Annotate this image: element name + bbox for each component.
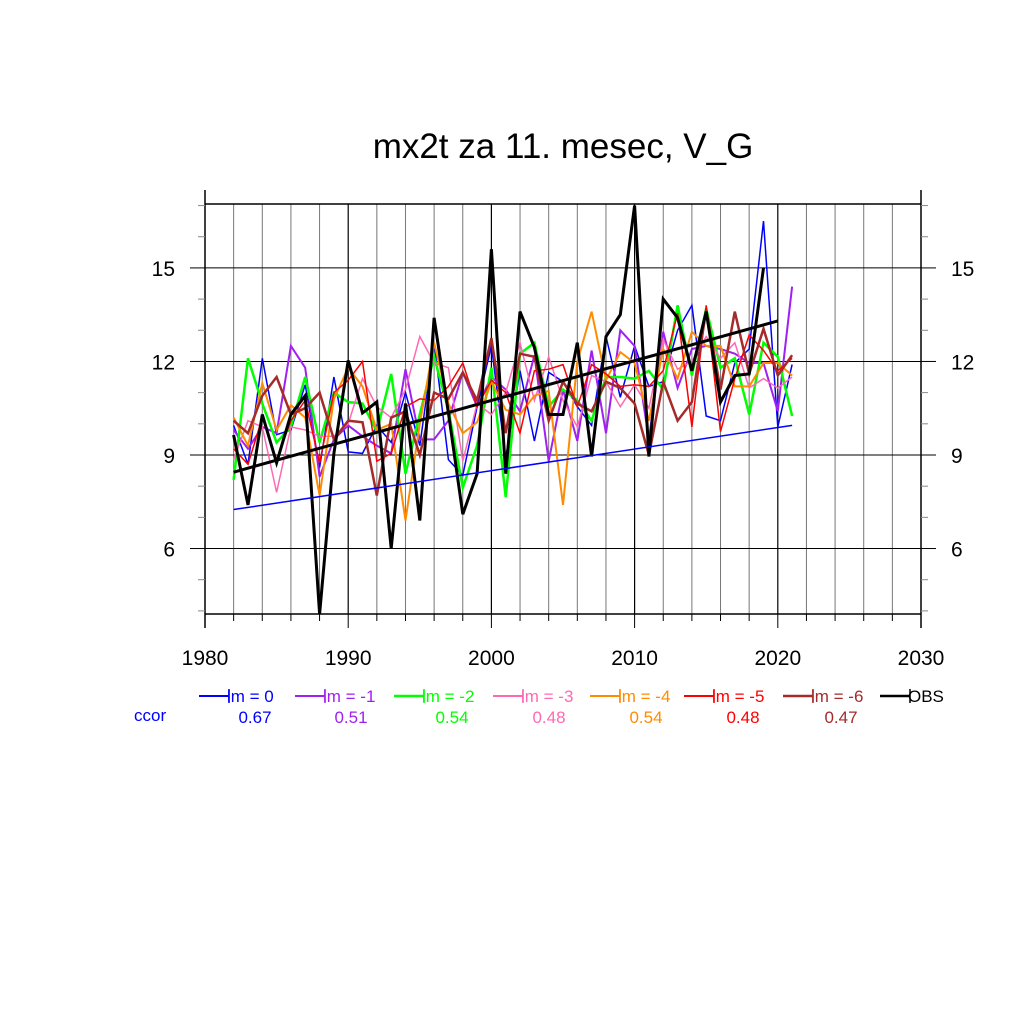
legend-label: OBS bbox=[908, 687, 944, 706]
legend-label: lm = -6 bbox=[811, 687, 863, 706]
ccor-value: 0.67 bbox=[238, 708, 271, 727]
series-line-obs bbox=[232, 205, 765, 615]
series-line-lm-5 bbox=[233, 305, 793, 466]
legend-item: lm = 0 0.67 bbox=[199, 687, 274, 727]
y-tick-label-right: 12 bbox=[951, 351, 974, 374]
trend-line bbox=[233, 319, 779, 474]
y-tick-label-right: 9 bbox=[951, 445, 963, 468]
trend-line bbox=[233, 424, 793, 511]
chart-title: mx2t za 11. mesec, V_G bbox=[373, 127, 754, 166]
axes: 1980 1990 2000 2010 2020 2030 6 6 9 9 12 12 15 15 bbox=[152, 190, 974, 670]
x-tick-label: 1980 bbox=[182, 647, 229, 670]
legend-label: lm = 0 bbox=[227, 687, 274, 706]
ccor-value: 0.54 bbox=[629, 708, 662, 727]
y-tick-label-left: 9 bbox=[163, 445, 175, 468]
x-tick-label: 2030 bbox=[898, 647, 945, 670]
trend-lines bbox=[233, 319, 793, 511]
ccor-label: ccor bbox=[134, 706, 166, 725]
legend-label: lm = -1 bbox=[323, 687, 375, 706]
ccor-value: 0.47 bbox=[824, 708, 857, 727]
x-tick-label: 2000 bbox=[468, 647, 515, 670]
legend-label: lm = -2 bbox=[422, 687, 474, 706]
legend-item: lm = -1 0.51 bbox=[295, 687, 375, 727]
y-tick-label-right: 15 bbox=[951, 258, 974, 281]
legend-item: lm = -2 0.54 bbox=[394, 687, 474, 727]
legend-item: lm = -3 0.48 bbox=[493, 687, 573, 727]
x-tick-label: 2010 bbox=[611, 647, 658, 670]
legend-item: lm = -6 0.47 bbox=[783, 687, 863, 727]
grid bbox=[205, 204, 921, 614]
series-group bbox=[232, 205, 794, 615]
ccor-value: 0.51 bbox=[334, 708, 367, 727]
x-tick-label: 1990 bbox=[325, 647, 372, 670]
ccor-value: 0.48 bbox=[532, 708, 565, 727]
legend-label: lm = -5 bbox=[712, 687, 764, 706]
legend-item: OBS bbox=[880, 687, 944, 706]
y-tick-label-left: 12 bbox=[152, 351, 175, 374]
legend-item: lm = -4 0.54 bbox=[590, 687, 670, 727]
legend-label: lm = -3 bbox=[521, 687, 573, 706]
y-tick-label-left: 15 bbox=[152, 258, 175, 281]
x-tick-label: 2020 bbox=[754, 647, 801, 670]
ccor-value: 0.54 bbox=[435, 708, 468, 727]
y-tick-label-left: 6 bbox=[163, 539, 175, 562]
y-tick-label-right: 6 bbox=[951, 539, 963, 562]
legend-label: lm = -4 bbox=[618, 687, 670, 706]
legend-item: lm = -5 0.48 bbox=[684, 687, 764, 727]
ccor-value: 0.48 bbox=[726, 708, 759, 727]
